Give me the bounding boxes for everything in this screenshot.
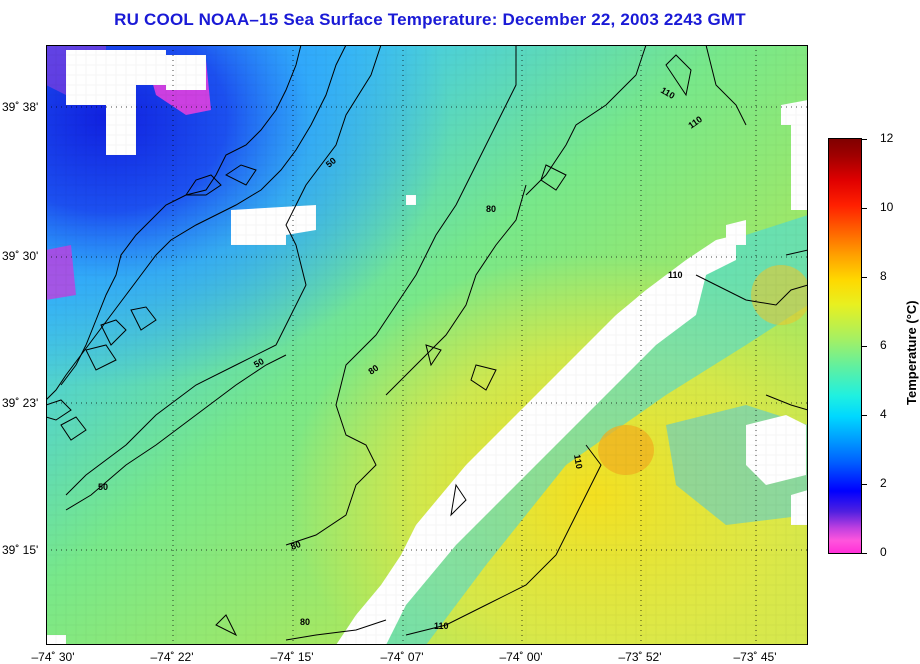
colorbar xyxy=(828,138,862,554)
lon-label: –74˚ 22' xyxy=(150,650,194,664)
colorbar-label: Temperature (°C) xyxy=(904,300,919,405)
colorbar-tick: 4 xyxy=(880,407,887,421)
colorbar-tick: 6 xyxy=(880,338,887,352)
lon-label: –74˚ 07' xyxy=(380,650,424,664)
colorbar-tick: 12 xyxy=(880,131,894,145)
lat-label: 39˚ 30' xyxy=(2,249,39,263)
colorbar-tick: 8 xyxy=(880,269,887,283)
colorbar-tick: 2 xyxy=(880,476,887,490)
lat-label: 39˚ 23' xyxy=(2,396,39,410)
lat-label: 39˚ 15' xyxy=(2,543,39,557)
lon-label: –74˚ 00' xyxy=(499,650,543,664)
lat-label: 39˚ 38' xyxy=(2,100,39,114)
chart-title: RU COOL NOAA–15 Sea Surface Temperature:… xyxy=(114,10,746,29)
colorbar-gradient xyxy=(828,138,862,554)
lon-label: –74˚ 30' xyxy=(31,650,75,664)
sst-map: 50 50 50 80 80 80 80 110 110 110 110 110 xyxy=(46,45,808,645)
lon-label: –73˚ 52' xyxy=(618,650,662,664)
colorbar-tick: 10 xyxy=(880,200,894,214)
colorbar-tick: 0 xyxy=(880,545,887,559)
lon-label: –74˚ 15' xyxy=(270,650,314,664)
lon-label: –73˚ 45' xyxy=(733,650,777,664)
